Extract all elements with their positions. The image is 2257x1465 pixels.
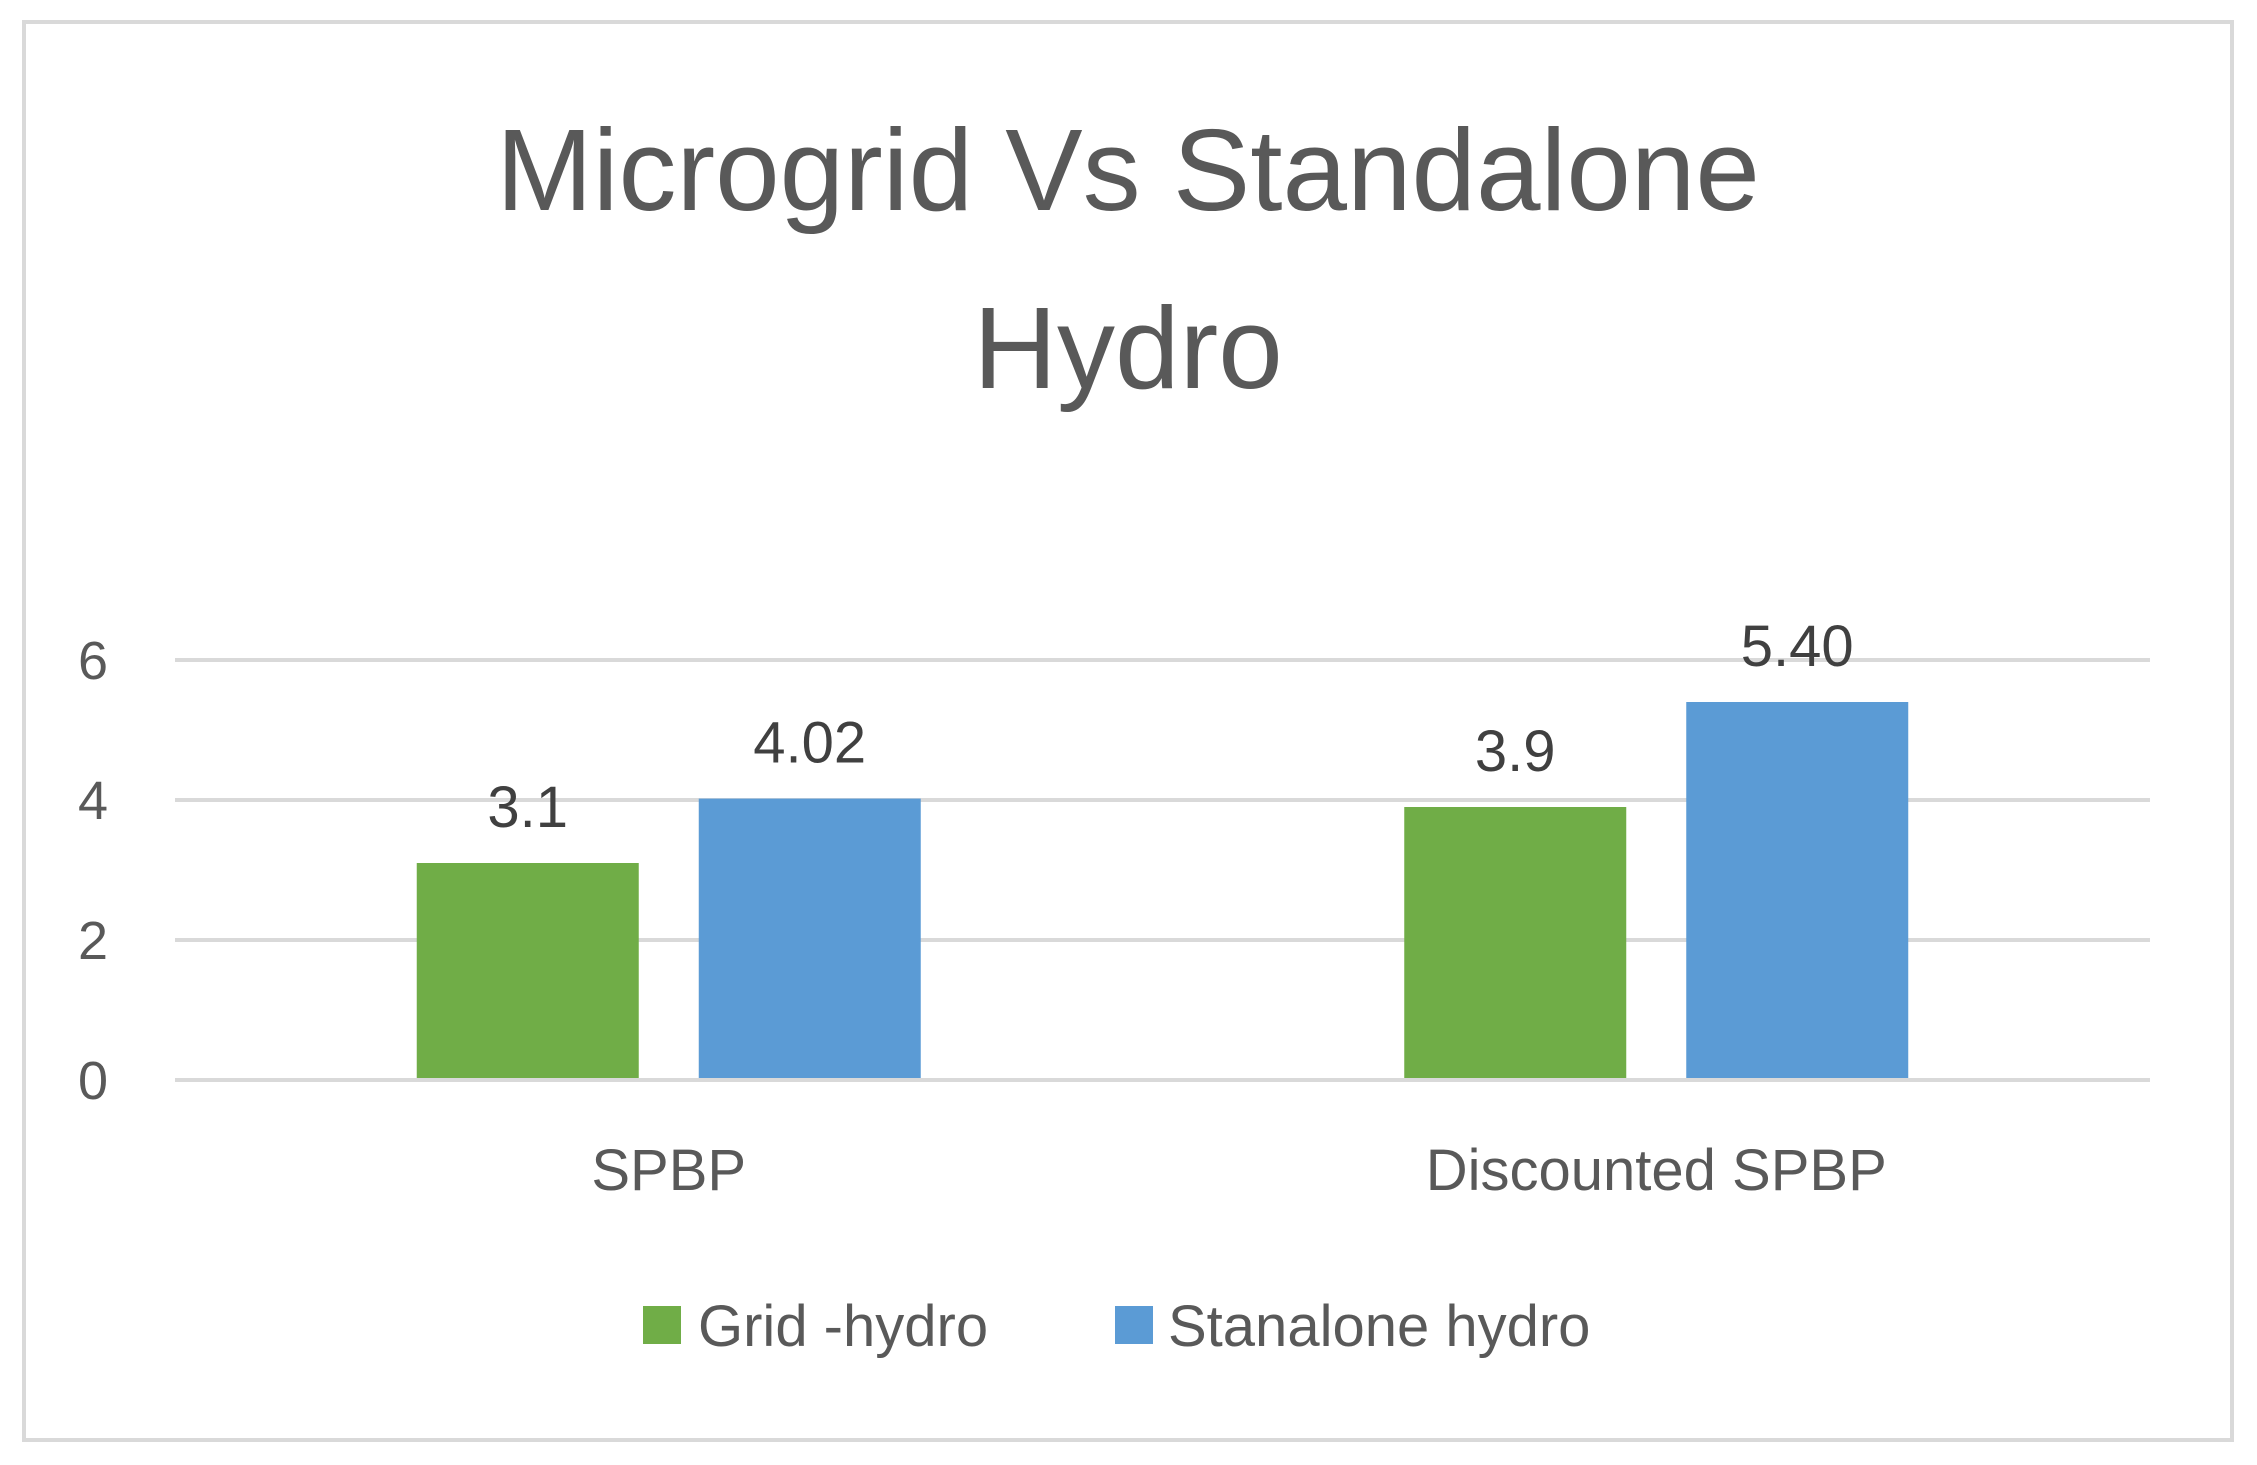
y-tick-label: 6: [78, 631, 108, 691]
y-tick-label: 0: [78, 1051, 108, 1111]
legend: Grid -hydro Stanalone hydro: [643, 1294, 1590, 1359]
legend-swatch-stanalone-hydro: [1115, 1306, 1153, 1344]
legend-label-grid-hydro: Grid -hydro: [698, 1294, 988, 1359]
bar-grid-hydro-discounted-spbp: [1404, 807, 1627, 1078]
data-label: 5.40: [1741, 614, 1854, 679]
data-label: 3.1: [487, 775, 568, 840]
y-tick-label: 4: [78, 771, 108, 831]
y-axis-ticks: 0 2 4 6: [78, 631, 108, 1111]
chart-title-line-1: Microgrid Vs Standalone: [496, 105, 1760, 235]
x-category-label: Discounted SPBP: [1426, 1138, 1887, 1203]
bar-stanalone-hydro-discounted-spbp: [1686, 702, 1909, 1078]
chart-title-line-2: Hydro: [973, 283, 1282, 413]
legend-swatch-grid-hydro: [643, 1306, 681, 1344]
data-label: 3.9: [1475, 719, 1556, 784]
data-label: 4.02: [753, 711, 866, 776]
legend-label-stanalone-hydro: Stanalone hydro: [1168, 1294, 1590, 1359]
bars: [416, 702, 1909, 1078]
x-axis-categories: SPBP Discounted SPBP: [591, 1138, 1886, 1203]
x-category-label: SPBP: [591, 1138, 746, 1203]
bar-grid-hydro-spbp: [416, 863, 639, 1078]
y-tick-label: 2: [78, 911, 108, 971]
data-labels: 3.1 4.02 3.9 5.40: [487, 614, 1853, 840]
bar-stanalone-hydro-spbp: [698, 798, 921, 1078]
